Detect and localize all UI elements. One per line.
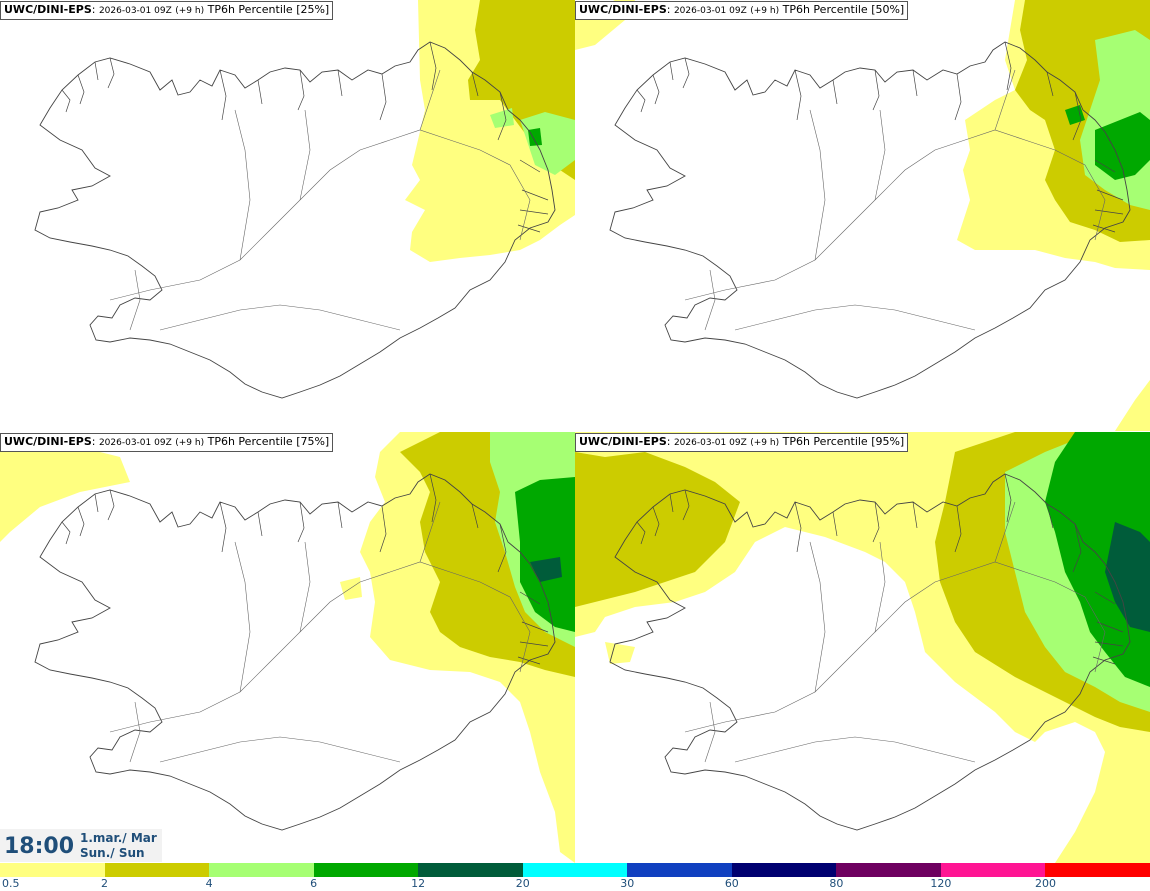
valid-day: Sun./ Sun xyxy=(80,846,145,860)
colorbar-tick-label: 200 xyxy=(1034,877,1056,890)
colorbar-segment xyxy=(1045,863,1150,877)
valid-time-box: 18:00 1.mar./ Mar Sun./ Sun xyxy=(0,829,162,862)
map-panel-p95: UWC/DINI-EPS: 2026-03-01 09Z (+9 h) TP6h… xyxy=(575,432,1150,863)
precip-map xyxy=(34,0,575,399)
map-panel-p75: UWC/DINI-EPS: 2026-03-01 09Z (+9 h) TP6h… xyxy=(0,432,575,863)
colorbar-segment xyxy=(104,863,210,877)
colorbar-tick-label: 20 xyxy=(515,877,530,890)
map-panel-p50: UWC/DINI-EPS: 2026-03-01 09Z (+9 h) TP6h… xyxy=(575,0,1150,431)
colorbar-segment xyxy=(940,863,1046,877)
colorbar-tick-label: 0.5 xyxy=(2,877,20,890)
colorbar-tick-label: 6 xyxy=(310,877,318,890)
precip-map xyxy=(575,0,1150,431)
panel-title: UWC/DINI-EPS: 2026-03-01 09Z (+9 h) TP6h… xyxy=(0,1,334,20)
colorbar-tick-label: 60 xyxy=(724,877,739,890)
colorbar-segment xyxy=(627,863,732,877)
colorbar-segment xyxy=(313,863,419,877)
colorbar-tick-label: 30 xyxy=(620,877,635,890)
precip-map xyxy=(575,432,1150,863)
panel-title: UWC/DINI-EPS: 2026-03-01 09Z (+9 h) TP6h… xyxy=(575,1,909,20)
colorbar-segment xyxy=(418,863,523,877)
map-panel-p25: UWC/DINI-EPS: 2026-03-01 09Z (+9 h) TP6h… xyxy=(0,0,575,431)
valid-date: 1.mar./ Mar xyxy=(80,831,157,845)
valid-time: 18:00 xyxy=(4,834,75,859)
colorbar-tick-label: 4 xyxy=(205,877,213,890)
precip-map xyxy=(0,432,575,863)
colorbar-ticks: 0.5 2 4 6 12 20 30 60 80 120 200 xyxy=(0,877,1150,891)
colorbar-segment xyxy=(731,863,837,877)
precip-colorbar xyxy=(0,863,1150,877)
colorbar-tick-label: 120 xyxy=(930,877,952,890)
colorbar-segment xyxy=(836,863,941,877)
colorbar-segment xyxy=(522,863,628,877)
colorbar-tick-label: 2 xyxy=(101,877,109,890)
panel-title: UWC/DINI-EPS: 2026-03-01 09Z (+9 h) TP6h… xyxy=(575,433,909,452)
colorbar-tick-label: 12 xyxy=(411,877,426,890)
colorbar-segment xyxy=(209,863,314,877)
colorbar-tick-label: 80 xyxy=(829,877,844,890)
colorbar-segment xyxy=(0,863,105,877)
panel-title: UWC/DINI-EPS: 2026-03-01 09Z (+9 h) TP6h… xyxy=(0,433,334,452)
